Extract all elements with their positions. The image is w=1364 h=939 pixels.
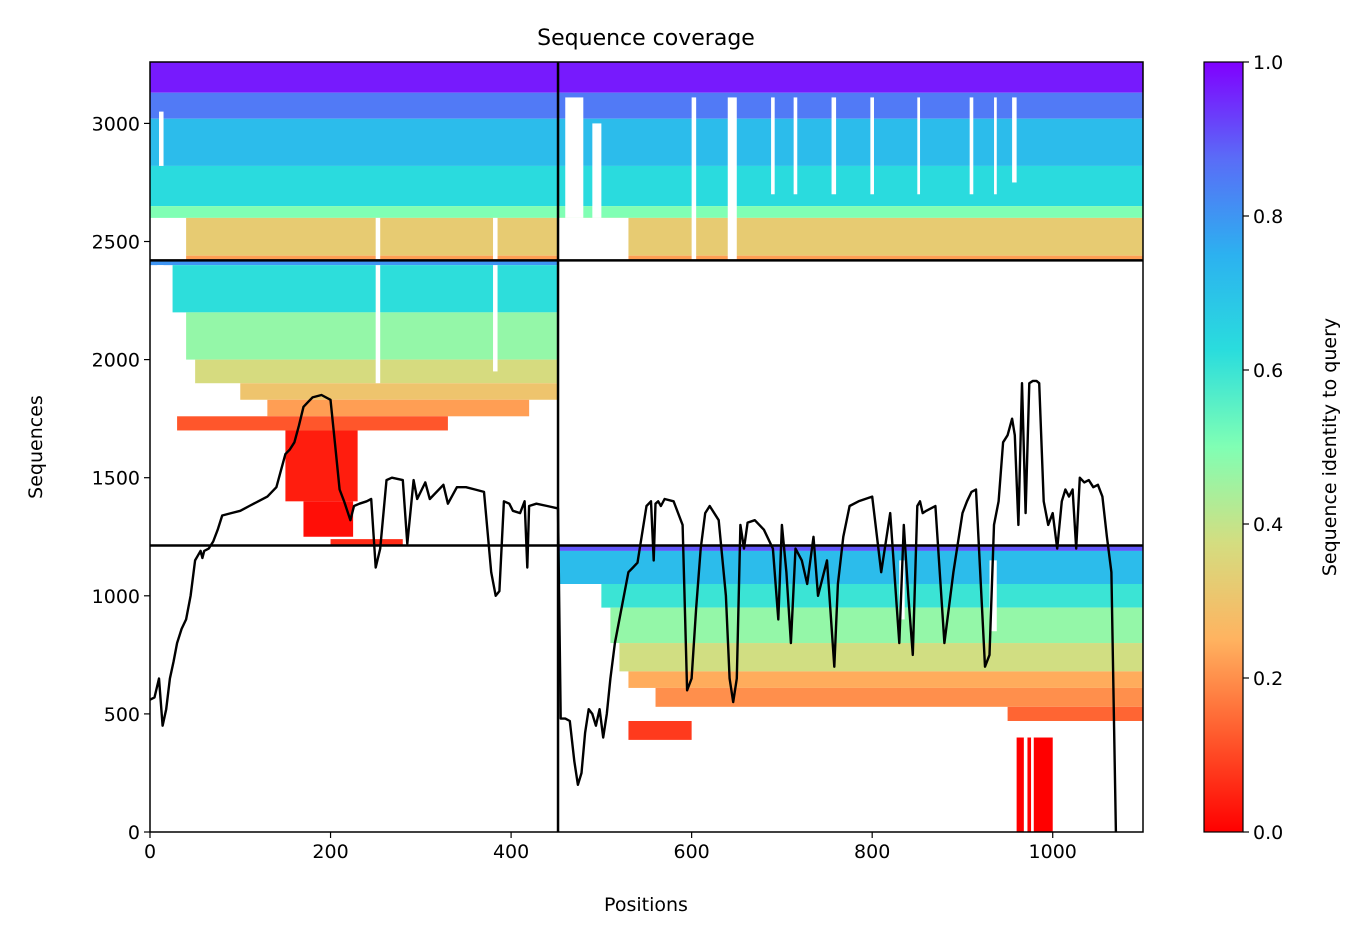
coverage-band <box>330 539 403 546</box>
y-tick-label: 2500 <box>92 232 140 254</box>
y-axis-label: Sequences <box>25 395 47 499</box>
coverage-band <box>150 260 559 266</box>
colorbar-ticks: 0.0 0.2 0.4 0.6 0.8 1.0 <box>1243 52 1283 844</box>
y-tick-label: 0 <box>128 822 140 844</box>
coverage-gap <box>1012 97 1017 183</box>
coverage-gap <box>592 123 602 218</box>
coverage-line-layer <box>150 379 1118 832</box>
x-tick-label: 800 <box>854 841 890 863</box>
coverage-band <box>655 687 1143 707</box>
coverage-gap <box>994 97 997 195</box>
coverage-band <box>1007 706 1143 721</box>
coverage-gap <box>831 97 837 195</box>
colorbar-tick-label: 0.2 <box>1253 668 1283 690</box>
colorbar <box>1203 61 1244 833</box>
coverage-gap <box>771 97 775 195</box>
coverage-band <box>177 416 448 431</box>
coverage-gap <box>1031 737 1034 832</box>
coverage-band <box>619 643 1143 672</box>
coverage-gap <box>493 217 498 261</box>
coverage-gap <box>375 265 381 384</box>
coverage-band <box>628 720 692 740</box>
colorbar-tick-label: 0.4 <box>1253 514 1283 536</box>
colorbar-tick-label: 1.0 <box>1253 52 1283 74</box>
y-tick-label: 500 <box>104 704 140 726</box>
coverage-band <box>558 550 1143 584</box>
x-axis-label: Positions <box>604 894 688 916</box>
y-tick-label: 1000 <box>92 586 140 608</box>
coverage-band <box>186 217 1143 256</box>
coverage-band <box>186 312 559 360</box>
coverage-gap <box>159 111 164 166</box>
coverage-band <box>285 430 358 502</box>
y-axis-ticks: 0 500 1000 1500 2000 2500 3000 <box>92 113 150 844</box>
block-chain-1-only <box>150 260 559 546</box>
coverage-band <box>150 165 1143 207</box>
coverage-line <box>150 379 1118 832</box>
block-paired <box>150 62 1143 261</box>
block-dividers <box>150 62 1143 832</box>
block-chain-2-only <box>558 545 1143 832</box>
coverage-band <box>150 92 1143 119</box>
chart-title: Sequence coverage <box>537 26 755 51</box>
x-tick-label: 0 <box>144 841 156 863</box>
coverage-gap <box>558 217 629 261</box>
coverage-heatmap <box>150 62 1143 832</box>
coverage-gap <box>565 97 584 218</box>
coverage-gap <box>691 97 697 261</box>
colorbar-tick-label: 0.0 <box>1253 822 1283 844</box>
coverage-gap <box>793 97 798 195</box>
y-tick-label: 1500 <box>92 468 140 490</box>
coverage-band <box>172 265 559 313</box>
colorbar-label: Sequence identity to query <box>1319 318 1341 576</box>
colorbar-tick-label: 0.8 <box>1253 206 1283 228</box>
coverage-band <box>628 671 1143 688</box>
coverage-band <box>150 118 1143 166</box>
coverage-band <box>150 62 1143 93</box>
coverage-gap <box>989 560 997 632</box>
coverage-gap <box>1023 737 1028 832</box>
plot-frame <box>149 61 1144 833</box>
coverage-gap <box>870 97 874 195</box>
x-tick-label: 400 <box>493 841 529 863</box>
coverage-band <box>150 206 1143 218</box>
coverage-gap <box>375 217 381 261</box>
x-tick-label: 600 <box>674 841 710 863</box>
coverage-band <box>601 583 1143 608</box>
x-tick-label: 200 <box>312 841 348 863</box>
coverage-gap <box>157 265 164 360</box>
coverage-gap <box>493 265 498 372</box>
coverage-band <box>240 383 559 400</box>
coverage-band <box>558 545 1143 551</box>
coverage-gap <box>969 97 974 195</box>
coverage-gap <box>727 97 737 261</box>
coverage-band <box>186 255 1143 261</box>
y-tick-label: 2000 <box>92 350 140 372</box>
y-tick-label: 3000 <box>92 113 140 135</box>
x-axis-ticks: 0 200 400 600 800 1000 <box>144 832 1077 863</box>
colorbar-tick-label: 0.6 <box>1253 360 1283 382</box>
coverage-band <box>1016 737 1053 832</box>
x-tick-label: 1000 <box>1029 841 1077 863</box>
coverage-band <box>610 607 1143 644</box>
coverage-gap <box>917 97 921 195</box>
